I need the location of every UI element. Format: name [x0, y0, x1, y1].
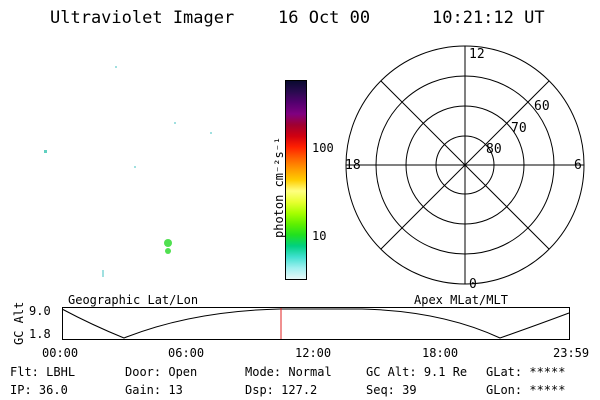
- timeline-ytick-9: 9.0: [29, 304, 51, 318]
- info-gain: Gain: 13: [125, 383, 183, 397]
- timeline-right-label: Apex MLat/MLT: [414, 293, 508, 307]
- pixel: [44, 150, 47, 153]
- pixel: [164, 239, 172, 247]
- colorbar: [285, 80, 307, 280]
- info-door: Door: Open: [125, 365, 198, 379]
- polar-label-right: 6: [574, 158, 582, 173]
- pixel: [165, 248, 171, 254]
- pixel: [210, 132, 212, 134]
- date-label: 16 Oct 00: [278, 8, 371, 28]
- info-gc-alt: GC Alt: 9.1 Re: [366, 365, 468, 379]
- timeline-frame: [62, 307, 570, 340]
- polar-label-left: 18: [345, 158, 361, 173]
- timeline-xtick: 00:00: [42, 346, 79, 360]
- image-pixels: [44, 66, 212, 277]
- instrument-title: Ultraviolet Imager: [50, 8, 235, 28]
- diagonal-line: [380, 80, 550, 250]
- info-glat: GLat: *****: [486, 365, 566, 379]
- timeline-xtick: 18:00: [422, 346, 459, 360]
- pixel: [134, 166, 136, 168]
- image-field: [30, 40, 280, 290]
- colorbar-tick-100: 100: [312, 141, 334, 155]
- timeline-ytick-1-8: 1.8: [29, 327, 51, 341]
- time-label: 10:21:12 UT: [432, 8, 545, 28]
- polar-label-bottom: 0: [469, 277, 477, 292]
- colorbar-gradient: [286, 81, 306, 279]
- info-dsp: Dsp: 127.2: [245, 383, 318, 397]
- timeline-axis-label: GC Alt: [12, 301, 26, 345]
- colorbar-tick-10: 10: [312, 229, 327, 243]
- polar-label-top: 12: [469, 47, 485, 62]
- colorbar-label: photon cm⁻²s⁻¹: [272, 136, 286, 238]
- altitude-timeline: [62, 307, 570, 340]
- info-glon: GLon: *****: [486, 383, 566, 397]
- info-seq: Seq: 39: [366, 383, 417, 397]
- timeline-xtick: 23:59: [553, 346, 590, 360]
- info-mode: Mode: Normal: [245, 365, 332, 379]
- timeline-left-label: Geographic Lat/Lon: [68, 293, 199, 307]
- altitude-curve: [62, 308, 570, 339]
- polar-plot: 12 0 18 6 60 70 80: [345, 45, 585, 292]
- ring-label-60: 60: [534, 99, 550, 114]
- info-flt: Flt: LBHL: [10, 365, 76, 379]
- info-ip: IP: 36.0: [10, 383, 68, 397]
- ring-label-80: 80: [486, 142, 502, 157]
- ring-label-70: 70: [511, 121, 527, 136]
- pixel: [174, 122, 176, 124]
- pixel: [115, 66, 117, 68]
- pixel: [102, 270, 104, 277]
- timeline-xtick: 12:00: [295, 346, 332, 360]
- timeline-xtick: 06:00: [168, 346, 205, 360]
